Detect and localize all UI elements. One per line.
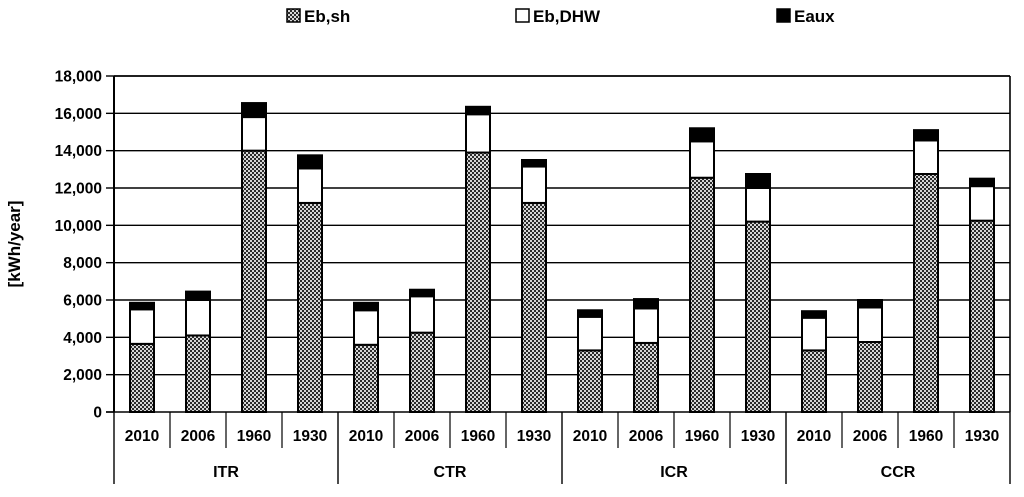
bar-segment-eb-sh (913, 173, 939, 413)
bar-segment-eb-sh (689, 176, 715, 413)
x-category-label: 1930 (517, 428, 551, 445)
bar-segment-eb-dhw (689, 140, 715, 179)
bar-segment-eb-dhw (297, 167, 323, 204)
y-tick-label: 10,000 (55, 218, 102, 235)
x-category-label: 2010 (573, 428, 607, 445)
bar-segment-eb-dhw (353, 309, 379, 346)
x-category-label: 2006 (405, 428, 440, 445)
y-tick-label: 8,000 (63, 255, 102, 272)
bar-segment-eb-dhw (801, 316, 827, 352)
x-category-label: 1960 (461, 428, 495, 445)
x-group-label: CTR (434, 464, 467, 481)
bar-segment-eb-sh (745, 220, 771, 413)
x-category-label: 2010 (349, 428, 383, 445)
bar-segment-eb-sh (801, 349, 827, 413)
y-tick-label: 2,000 (63, 367, 102, 384)
bar-segment-eb-dhw (521, 165, 547, 204)
bar-segment-eb-dhw (409, 295, 435, 334)
legend-item-eaux: Eaux (776, 7, 835, 26)
y-tick-label: 0 (93, 405, 102, 422)
bar-segment-eb-dhw (129, 308, 155, 345)
x-group-label: ICR (660, 464, 688, 481)
eb-sh-swatch-icon (286, 8, 301, 23)
axis-labels-layer: 0 2,000 4,000 6,000 8,000 10,000 12,000 14,000 1… (55, 69, 1000, 482)
x-category-label: 2010 (125, 428, 159, 445)
bar-segment-eb-sh (577, 349, 603, 413)
bar-segment-eb-sh (185, 334, 211, 414)
bar-segment-eb-sh (241, 149, 267, 414)
bar-segment-eaux (409, 288, 435, 298)
bar-segment-eaux (185, 290, 211, 302)
x-category-label: 2010 (797, 428, 831, 445)
x-category-label: 1960 (685, 428, 719, 445)
bar-segment-eb-sh (633, 341, 659, 413)
x-group-label: ITR (213, 464, 239, 481)
x-category-label: 2006 (629, 428, 664, 445)
bar-segment-eb-sh (129, 342, 155, 413)
bar-segment-eb-dhw (185, 299, 211, 337)
y-tick-label: 12,000 (55, 181, 102, 198)
bar-segment-eaux (577, 309, 603, 318)
bar-segment-eb-dhw (913, 139, 939, 175)
legend-item-eb-dhw: Eb,DHW (515, 7, 601, 26)
bar-segment-eb-dhw (241, 116, 267, 152)
bar-segment-eaux (129, 301, 155, 311)
bar-segment-eb-dhw (465, 113, 491, 154)
bars-layer (129, 102, 995, 414)
x-category-label: 2006 (853, 428, 888, 445)
bar-segment-eb-sh (409, 331, 435, 413)
x-category-label: 1960 (909, 428, 943, 445)
legend-label-eaux: Eaux (794, 7, 835, 26)
axes-layer (106, 75, 1011, 484)
bar-segment-eaux (857, 299, 883, 309)
y-tick-label: 16,000 (55, 106, 102, 123)
bar-segment-eaux (353, 301, 379, 312)
bar-segment-eaux (241, 102, 267, 119)
bar-segment-eaux (521, 159, 547, 168)
bar-segment-eb-sh (465, 151, 491, 414)
bar-segment-eaux (745, 173, 771, 189)
legend-label-eb-sh: Eb,sh (304, 7, 350, 26)
bar-segment-eaux (969, 177, 995, 188)
bar-segment-eb-dhw (633, 307, 659, 344)
bar-segment-eaux (465, 105, 491, 116)
x-category-label: 2006 (181, 428, 216, 445)
bar-segment-eb-sh (297, 201, 323, 413)
x-category-label: 1930 (965, 428, 999, 445)
bar-segment-eaux (913, 129, 939, 142)
bar-segment-eb-sh (521, 201, 547, 413)
bar-segment-eb-dhw (969, 185, 995, 222)
x-category-label: 1960 (237, 428, 271, 445)
y-axis-title: [kWh/year] (5, 201, 24, 288)
legend-item-eb-sh: Eb,sh (286, 7, 350, 26)
eaux-swatch-icon (776, 8, 791, 23)
bar-segment-eaux (297, 154, 323, 170)
eb-dhw-swatch-icon (515, 8, 530, 23)
bar-segment-eaux (801, 310, 827, 319)
x-group-label: CCR (881, 464, 916, 481)
x-category-label: 1930 (741, 428, 775, 445)
y-tick-label: 18,000 (55, 69, 102, 86)
bar-segment-eb-dhw (745, 187, 771, 223)
legend: Eb,sh Eb,DHW Eaux (286, 7, 835, 26)
bar-segment-eb-sh (969, 219, 995, 413)
bar-segment-eb-dhw (857, 306, 883, 344)
y-tick-label: 4,000 (63, 330, 102, 347)
x-category-label: 1930 (293, 428, 327, 445)
bar-segment-eb-dhw (577, 315, 603, 352)
bar-segment-eaux (633, 298, 659, 310)
y-tick-label: 6,000 (63, 293, 102, 310)
bar-segment-eaux (689, 127, 715, 143)
bar-segment-eb-sh (857, 341, 883, 413)
bar-segment-eb-sh (353, 343, 379, 413)
legend-label-eb-dhw: Eb,DHW (533, 7, 601, 26)
y-tick-label: 14,000 (55, 143, 102, 160)
